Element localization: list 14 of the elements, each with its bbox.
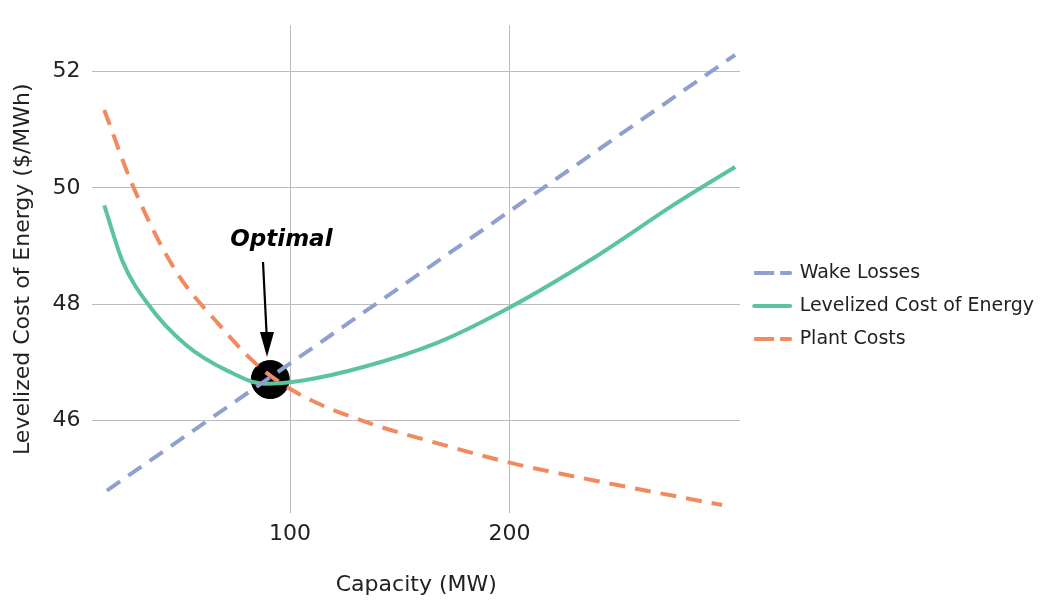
y-tick-label: 52 xyxy=(52,57,81,83)
y-axis-title: Levelized Cost of Energy ($/MWh) xyxy=(8,83,34,455)
legend-label: Wake Losses xyxy=(799,259,921,282)
x-tick-label: 200 xyxy=(488,520,531,546)
y-tick-label: 48 xyxy=(52,289,81,315)
y-tick-label: 50 xyxy=(52,173,81,199)
legend-label: Levelized Cost of Energy xyxy=(799,292,1035,315)
annotation: Optimal xyxy=(230,224,333,251)
x-axis-title: Capacity (MW) xyxy=(335,570,497,596)
line-series xyxy=(102,108,725,508)
x-tick-label: 100 xyxy=(269,520,312,546)
line-series xyxy=(102,164,738,386)
legend-label: Plant Costs xyxy=(799,325,906,348)
y-tick-label: 46 xyxy=(52,405,81,431)
